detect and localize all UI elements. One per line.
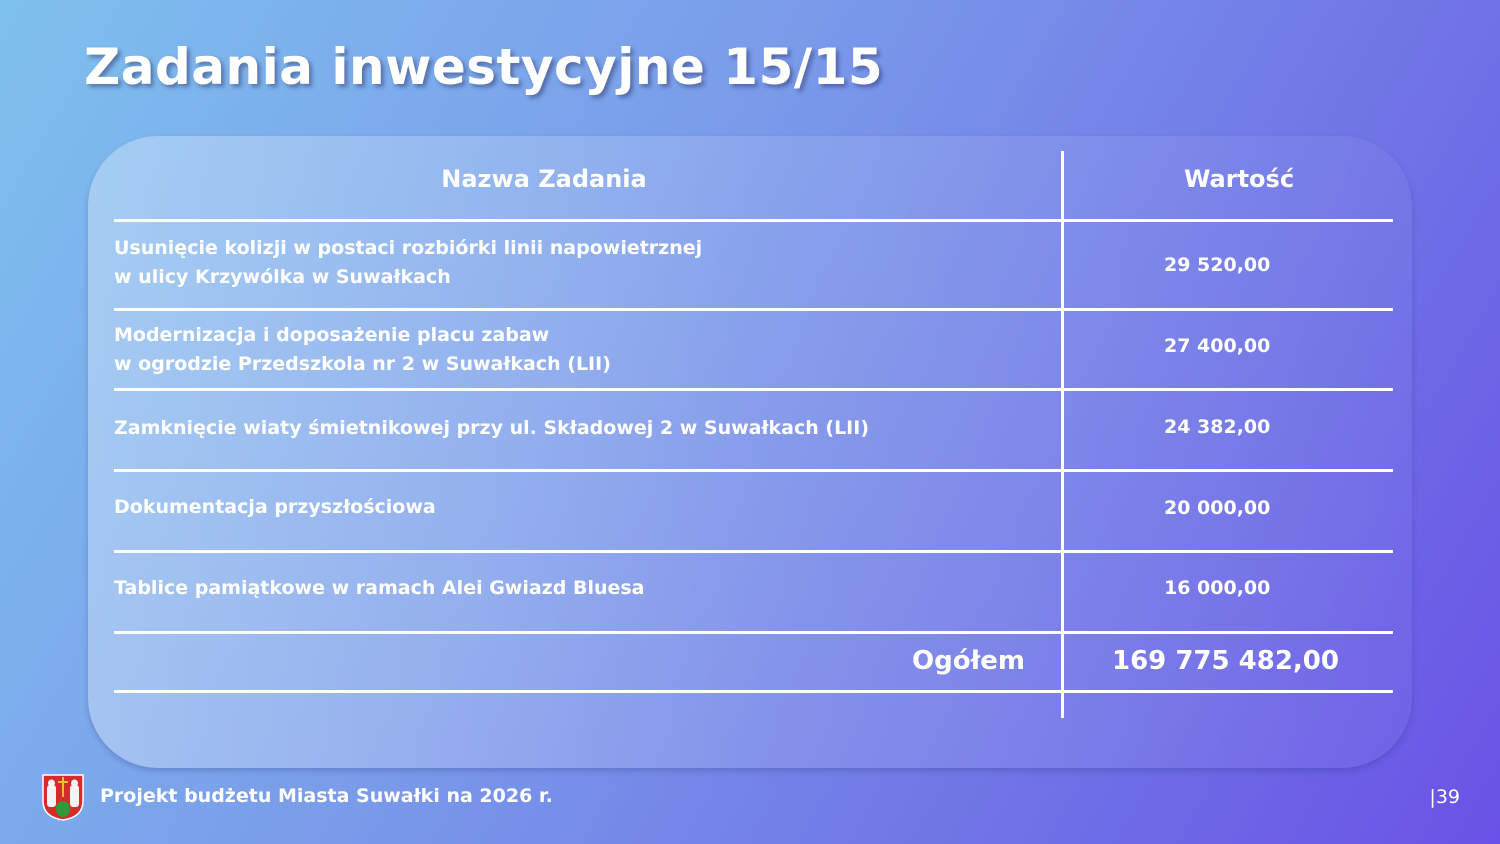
row-divider <box>114 388 1393 391</box>
row-divider <box>114 550 1393 553</box>
task-name: Usunięcie kolizji w postaci rozbiórki li… <box>114 234 702 292</box>
column-divider <box>1061 151 1064 718</box>
row-divider <box>114 308 1393 311</box>
task-name: Zamknięcie wiaty śmietnikowej przy ul. S… <box>114 417 869 439</box>
task-value: 20 000,00 <box>1164 497 1271 519</box>
footer-text: Projekt budżetu Miasta Suwałki na 2026 r… <box>100 785 553 807</box>
total-value: 169 775 482,00 <box>1112 646 1339 676</box>
task-value: 24 382,00 <box>1164 416 1271 438</box>
task-name-line: Usunięcie kolizji w postaci rozbiórki li… <box>114 237 703 259</box>
task-value: 16 000,00 <box>1164 577 1271 599</box>
task-name: Modernizacja i doposażenie placu zabaw w… <box>114 321 611 379</box>
task-name-line: w ulicy Krzywólka w Suwałkach <box>114 266 451 288</box>
table-card <box>88 136 1412 768</box>
task-name: Dokumentacja przyszłościowa <box>114 496 436 518</box>
page-number: |39 <box>1429 786 1460 808</box>
task-name: Tablice pamiątkowe w ramach Alei Gwiazd … <box>114 577 645 599</box>
task-name-line: w ogrodzie Przedszkola nr 2 w Suwałkach … <box>114 353 611 375</box>
task-value: 27 400,00 <box>1164 335 1271 357</box>
task-value: 29 520,00 <box>1164 254 1271 276</box>
coat-of-arms-logo <box>42 774 84 821</box>
total-label: Ogółem <box>912 646 1025 676</box>
task-name-line: Modernizacja i doposażenie placu zabaw <box>114 324 550 346</box>
header-task-name: Nazwa Zadania <box>441 165 647 193</box>
header-value: Wartość <box>1183 165 1295 193</box>
slide-title: Zadania inwestycyjne 15/15 <box>84 38 884 96</box>
row-divider <box>114 219 1393 222</box>
row-divider <box>114 631 1393 634</box>
row-divider <box>114 690 1393 693</box>
row-divider <box>114 469 1393 472</box>
